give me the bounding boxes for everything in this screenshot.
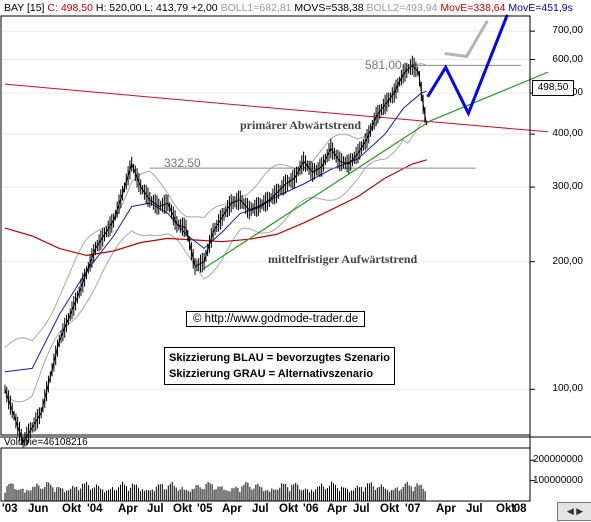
- scenario-legend: Skizzierung BLAU = bevorzugtes Szenario …: [164, 347, 395, 385]
- url-text: © http://www.godmode-trader.de: [193, 313, 359, 325]
- downtrend-line: [4, 83, 549, 133]
- legend-blue: Skizzierung BLAU = bevorzugtes Szenario: [169, 352, 390, 364]
- x-tick-label: '08: [511, 503, 527, 515]
- y-tick-label: 400,00: [552, 128, 583, 140]
- legend-gray: Skizzierung GRAU = Alternativszenario: [169, 368, 374, 380]
- y-tick-label: 700,00: [552, 25, 583, 37]
- y-tick-label: 100,00: [552, 383, 583, 395]
- close-value: C: 498,50: [47, 2, 93, 14]
- volume-tick-label: 200000000: [532, 454, 583, 466]
- bollinger-lower: [4, 118, 427, 403]
- x-tick-label: Jul: [252, 503, 269, 515]
- bollinger-upper: [4, 63, 426, 348]
- x-tick-label: Okt: [380, 503, 400, 515]
- boll1-value: BOLL1=682,81: [220, 2, 292, 14]
- x-tick-label: Apr: [436, 503, 456, 515]
- x-tick-label: Okt: [173, 503, 193, 515]
- volume-bars: [4, 481, 426, 501]
- scenario-gray: [444, 20, 489, 59]
- last-value-label: 498,50: [532, 80, 574, 96]
- level-label-332: 332,50: [164, 156, 201, 170]
- y-tick-label: 300,00: [552, 181, 583, 193]
- x-tick-label: '03: [2, 503, 18, 515]
- move2-value: MovE=451,9s: [508, 2, 573, 14]
- uptrend-line: [203, 71, 549, 269]
- x-tick-label: Apr: [222, 503, 242, 515]
- downtrend-label: primärer Abwärtstrend: [240, 118, 361, 132]
- chart-header: BAY [15] C: 498,50 H: 520,00 L: 413,79 +…: [4, 2, 573, 14]
- scroll-left-icon[interactable]: ◀: [566, 506, 574, 516]
- move1-value: MovE=338,64: [440, 2, 506, 14]
- boll2-value: BOLL2=493,94: [366, 2, 438, 14]
- x-tick-label: '07: [405, 503, 421, 515]
- y-tick-label: 200,00: [552, 255, 583, 267]
- x-tick-label: '05: [197, 503, 213, 515]
- x-tick-label: Jun: [28, 503, 49, 515]
- x-tick-label: Jul: [353, 503, 370, 515]
- x-tick-label: Okt: [62, 503, 82, 515]
- change-value: +2,00: [191, 2, 218, 14]
- scroll-right-icon[interactable]: ▶: [576, 506, 584, 516]
- volume-tick-label: 100000000: [532, 474, 583, 486]
- volume-title: Volume=46108216: [4, 437, 88, 448]
- x-tick-label: Jul: [147, 503, 164, 515]
- moving-average-long: [4, 159, 427, 257]
- price-line: [4, 64, 428, 444]
- x-tick-label: Apr: [118, 503, 138, 515]
- x-tick-label: Apr: [327, 503, 347, 515]
- scroll-control[interactable]: ◀ ▶: [557, 502, 591, 521]
- x-tick-label: Okt: [496, 503, 516, 515]
- movs-value: MOVS=538,38: [294, 2, 364, 14]
- high-value: H: 520,00: [95, 2, 142, 14]
- url-box: © http://www.godmode-trader.de: [186, 311, 366, 327]
- x-tick-label: '04: [87, 503, 103, 515]
- x-tick-label: Okt: [279, 503, 299, 515]
- level-label-581: 581,00: [365, 58, 402, 72]
- moving-average-short: [4, 90, 427, 373]
- low-value: L: 413,79: [144, 2, 189, 14]
- symbol-label: BAY [15]: [4, 2, 45, 14]
- x-tick-label: Jul: [466, 503, 483, 515]
- y-tick-label: 600,00: [552, 53, 583, 65]
- x-tick-label: '06: [303, 503, 319, 515]
- scenario-blue: [426, 14, 509, 117]
- uptrend-label: mittelfristiger Aufwärtstrend: [268, 252, 418, 266]
